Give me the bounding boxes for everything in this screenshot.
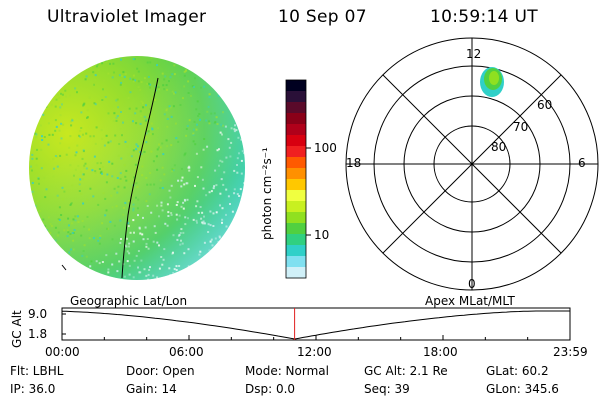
info-dsp: Dsp: 0.0 [245, 382, 296, 396]
colorbar-segment [286, 80, 306, 92]
colorbar [286, 80, 306, 279]
colorbar-segment [286, 91, 306, 103]
lat-label-60: 60 [537, 98, 553, 112]
colorbar-segment [286, 223, 306, 235]
colorbar-segment [286, 102, 306, 114]
instrument-title: Ultraviolet Imager [47, 7, 207, 27]
mlt-label-6: 6 [578, 156, 586, 170]
lat-label-80: 80 [491, 140, 507, 154]
info-gain: Gain: 14 [126, 382, 177, 396]
colorbar-segment [286, 135, 306, 147]
colorbar-segment [286, 212, 306, 224]
altitude-curve [61, 310, 570, 340]
altitude-ylabel: GC Alt [10, 310, 24, 348]
colorbar-segment [286, 146, 306, 158]
x-tick-label-1200: 12:00 [297, 345, 332, 359]
colorbar-unit-label: photon cm⁻²s⁻¹ [260, 147, 274, 240]
x-tick-label-1800: 18:00 [423, 345, 458, 359]
colorbar-label-100: 100 [314, 141, 337, 155]
colorbar-segment [286, 157, 306, 169]
info-mode: Mode: Normal [245, 364, 329, 378]
y-tick-label-9: 9.0 [28, 307, 48, 321]
geographic-label: Geographic Lat/Lon [70, 294, 188, 308]
info-glat: GLat: 60.2 [486, 364, 549, 378]
uv-image-disk [29, 56, 245, 280]
info-door: Door: Open [126, 364, 195, 378]
mlt-label-12: 12 [466, 47, 482, 61]
y-tick-label-1-8: 1.8 [28, 327, 48, 341]
terminator-line [121, 77, 159, 279]
disk-edge-tick [61, 264, 67, 271]
colorbar-segment [286, 267, 306, 279]
colorbar-frame [285, 79, 307, 279]
colorbar-segment [286, 179, 306, 191]
info-gc-alt: GC Alt: 2.1 Re [364, 364, 448, 378]
polar-plot [345, 37, 599, 291]
colorbar-segment [286, 113, 306, 125]
x-tick-label-2359: 23:59 [553, 345, 588, 359]
info-ip: IP: 36.0 [10, 382, 56, 396]
mlt-label-0: 0 [468, 277, 476, 291]
aurora-blob [480, 67, 504, 97]
colorbar-segment [286, 245, 306, 257]
colorbar-segment [286, 234, 306, 246]
x-axis-ticks [61, 335, 571, 340]
info-seq: Seq: 39 [364, 382, 410, 396]
info-flt: Flt: LBHL [10, 364, 64, 378]
colorbar-segment [286, 201, 306, 213]
colorbar-label-10: 10 [314, 228, 330, 242]
date-label: 10 Sep 07 [278, 7, 367, 27]
colorbar-segment [286, 124, 306, 136]
time-label: 10:59:14 UT [430, 7, 538, 27]
apex-label: Apex MLat/MLT [425, 294, 515, 308]
x-tick-label-0600: 06:00 [169, 345, 204, 359]
colorbar-segment [286, 256, 306, 268]
colorbar-segment [286, 168, 306, 180]
lat-label-70: 70 [513, 120, 529, 134]
x-tick-label-0000: 00:00 [45, 345, 80, 359]
mlt-label-18: 18 [346, 156, 362, 170]
info-glon: GLon: 345.6 [486, 382, 559, 396]
colorbar-segment [286, 190, 306, 202]
